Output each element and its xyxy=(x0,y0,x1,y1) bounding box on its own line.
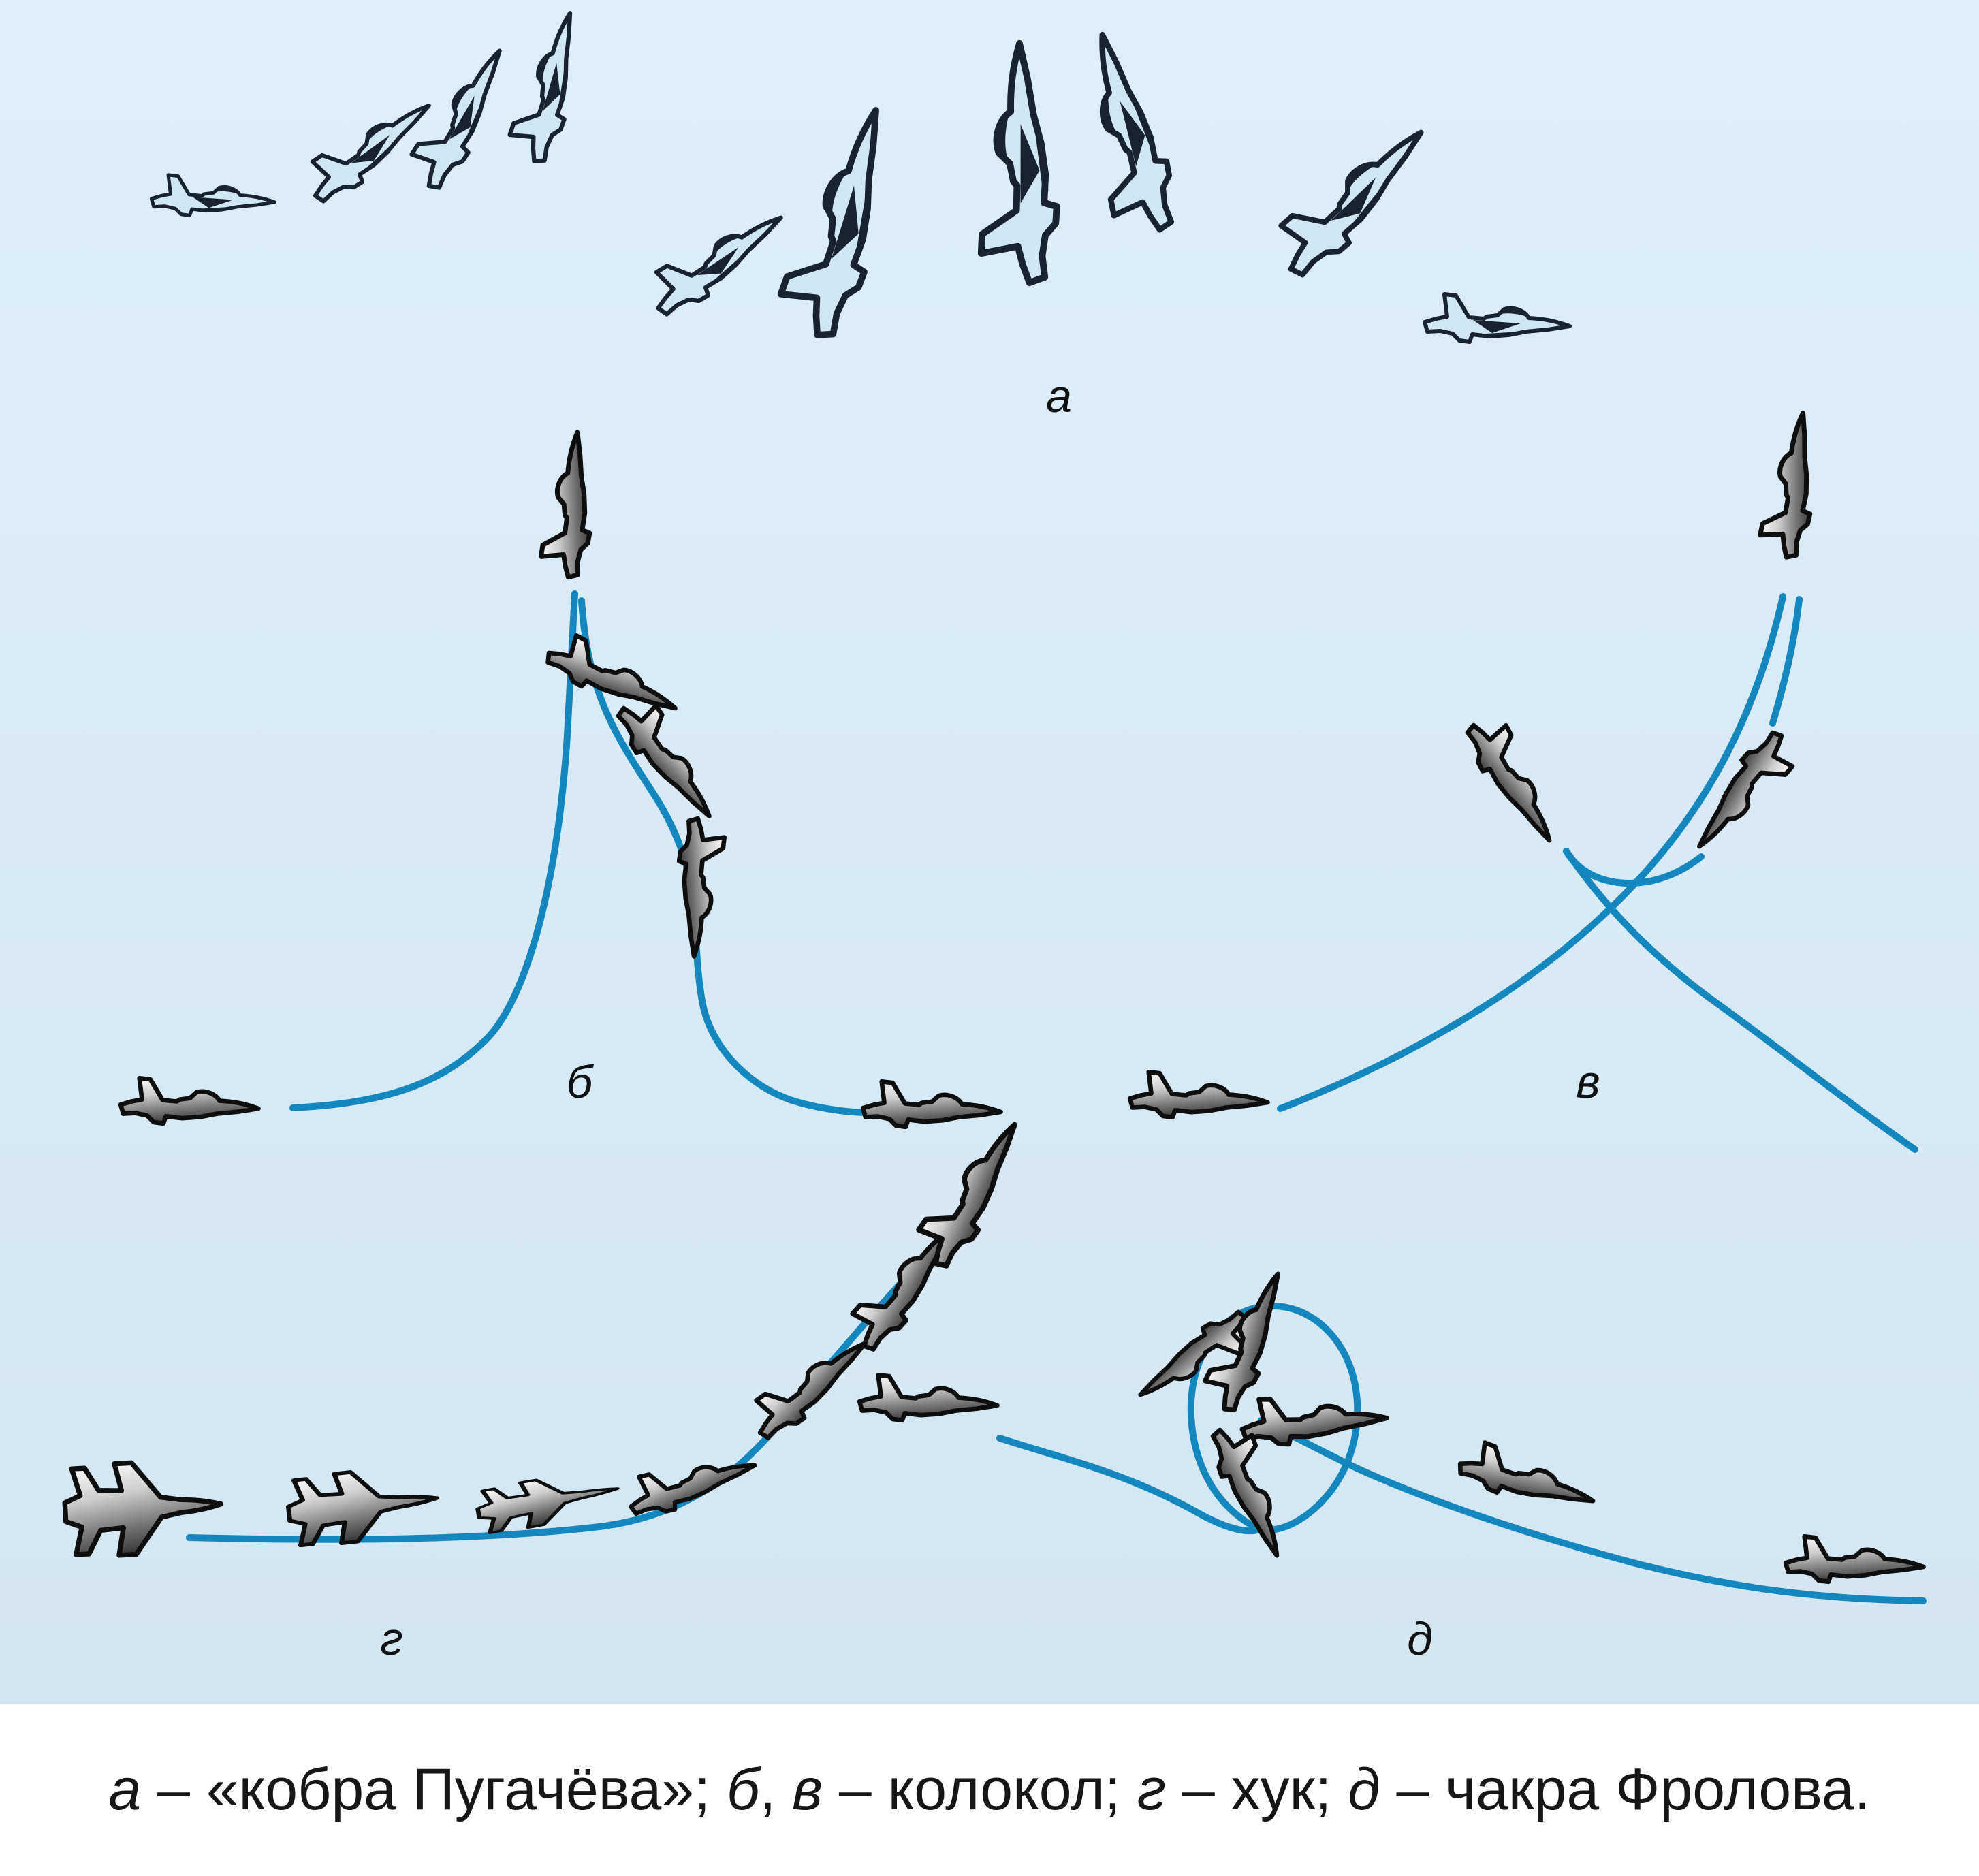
maneuver-label: д xyxy=(1407,1613,1433,1665)
maneuver-d: д xyxy=(859,1263,1927,1665)
jet-icon xyxy=(542,629,687,722)
caption-part: – хук; xyxy=(1166,1757,1348,1822)
trajectory-path xyxy=(1258,1417,1927,1604)
jet-icon xyxy=(1425,294,1570,342)
caption-part: а xyxy=(108,1757,142,1822)
caption-part: д xyxy=(1348,1757,1380,1822)
sky-background xyxy=(0,0,1979,1704)
jet-icon xyxy=(679,818,724,956)
trajectory-path xyxy=(1563,848,1918,1153)
maneuver-label: а xyxy=(1046,370,1072,422)
trajectory-path xyxy=(1769,596,1803,727)
caption-part: б xyxy=(726,1757,760,1822)
trajectory-path xyxy=(1277,593,1786,1112)
caption: а – «кобра Пугачёва»; б, в – колокол; г … xyxy=(108,1756,1870,1824)
jet-icon xyxy=(63,1459,223,1558)
jet-icon xyxy=(1130,1072,1267,1117)
maneuver-a: а xyxy=(151,6,1570,422)
caption-part: – колокол; xyxy=(823,1757,1137,1822)
maneuver-g: г xyxy=(63,1108,1030,1665)
jet-icon xyxy=(1758,410,1818,558)
jet-icon xyxy=(1786,1536,1923,1582)
maneuver-v: в xyxy=(1130,410,1918,1153)
jet-icon xyxy=(1060,28,1186,242)
trajectory-path xyxy=(996,1435,1263,1535)
jet-icon xyxy=(622,1438,760,1523)
caption-strip: а – «кобра Пугачёва»; б, в – колокол; г … xyxy=(0,1704,1979,1876)
jet-icon xyxy=(859,1375,997,1420)
trajectory-path xyxy=(1187,1302,1361,1533)
caption-part: – чакра Фролова. xyxy=(1380,1757,1871,1822)
jet-icon xyxy=(863,1081,1000,1127)
jet-icon xyxy=(967,42,1062,286)
maneuver-label: г xyxy=(380,1613,403,1665)
jet-icon xyxy=(774,99,900,342)
caption-part: г xyxy=(1137,1757,1167,1822)
jet-icon xyxy=(640,191,791,325)
caption-part: – «кобра Пугачёва»; xyxy=(141,1757,727,1822)
maneuver-b: б xyxy=(121,431,1000,1126)
jet-icon xyxy=(505,6,586,165)
jet-icon xyxy=(1264,105,1436,287)
maneuver-label: б xyxy=(567,1056,595,1108)
jet-icon xyxy=(1456,1438,1600,1515)
trajectory-path xyxy=(289,590,578,1111)
jet-icon xyxy=(121,1078,258,1124)
caption-part: , xyxy=(759,1757,793,1822)
jet-icon xyxy=(151,175,274,216)
jet-icon xyxy=(1239,1386,1389,1449)
jet-icon xyxy=(1458,710,1574,849)
caption-part: в xyxy=(792,1757,823,1822)
jet-icon xyxy=(540,431,592,577)
maneuver-label: в xyxy=(1576,1056,1600,1108)
